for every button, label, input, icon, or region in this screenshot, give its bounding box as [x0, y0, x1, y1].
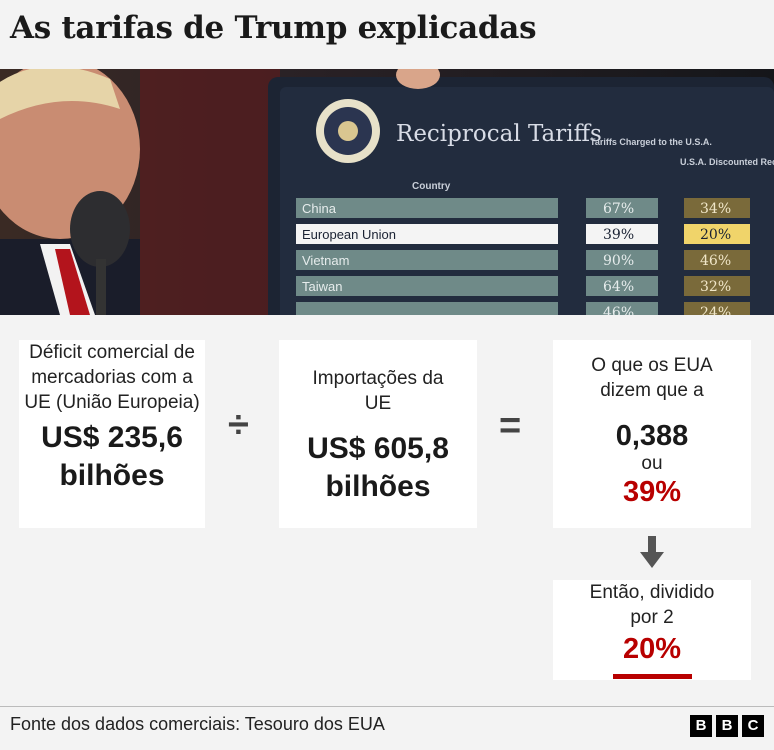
- us-claim-label: O que os EUA dizem que a: [591, 355, 713, 401]
- imports-value: US$ 605,8 bilhões: [307, 432, 449, 503]
- board-row-bar: [296, 302, 558, 315]
- imports-box: Importações da UE US$ 605,8 bilhões: [279, 340, 477, 528]
- board-discounted-value: 46%: [700, 253, 731, 269]
- board-row-bar: [296, 250, 558, 270]
- board-discounted-cell: [684, 224, 750, 244]
- arrow-down-icon: [640, 536, 664, 568]
- board-charged-value: 39%: [603, 227, 634, 243]
- board-charged-cell: [586, 250, 658, 270]
- halved-underline: [613, 674, 692, 679]
- us-claim-connector: ou: [641, 453, 663, 474]
- board-discounted-cell: [684, 198, 750, 218]
- halved-box: Então, dividido por 2 20%: [553, 580, 751, 680]
- board-row-country: Taiwan: [302, 279, 342, 294]
- trade-deficit-label: Déficit comercial de mercadorias com a U…: [24, 342, 200, 413]
- trade-deficit-box: Déficit comercial de mercadorias com a U…: [19, 340, 205, 528]
- page-title: As tarifas de Trump explicadas: [10, 10, 537, 46]
- board-charged-value: 46%: [603, 305, 634, 315]
- board-row-country: China: [302, 201, 337, 216]
- halved-label: Então, dividido por 2: [589, 582, 715, 628]
- board-row-country: European Union: [302, 227, 396, 242]
- board-charged-value: 67%: [603, 201, 634, 217]
- bbc-logo-letter: C: [742, 715, 764, 737]
- source-note: Fonte dos dados comerciais: Tesouro dos …: [10, 714, 385, 734]
- trump-tariff-board-photo: Reciprocal Tariffs Country Tariffs Charg…: [0, 69, 774, 315]
- board-discounted-value: 24%: [700, 305, 731, 315]
- equals-symbol: =: [499, 405, 522, 447]
- board-charged-value: 64%: [603, 279, 634, 295]
- board-charged-cell: [586, 302, 658, 315]
- board-discounted-cell: [684, 302, 750, 315]
- board-col-discounted: U.S.A. Discounted Reciprocal Tariffs: [680, 157, 774, 167]
- board-charged-cell: [586, 276, 658, 296]
- board-discounted-value: 32%: [700, 279, 731, 295]
- board-discounted-value: 20%: [700, 227, 731, 243]
- board-charged-cell: [586, 224, 658, 244]
- bbc-logo-letter: B: [690, 715, 712, 737]
- board-charged-value: 90%: [603, 253, 634, 269]
- bbc-logo-letter: B: [716, 715, 738, 737]
- us-claim-percent: 39%: [622, 476, 682, 508]
- divide-symbol: ÷: [228, 404, 249, 446]
- halved-percent: 20%: [622, 633, 682, 665]
- board-discounted-cell: [684, 250, 750, 270]
- trade-deficit-value: US$ 235,6 bilhões: [41, 421, 183, 492]
- board-row-bar: [296, 276, 558, 296]
- photo-illustration: Reciprocal Tariffs Country Tariffs Charg…: [0, 69, 774, 315]
- imports-label: Importações da UE: [312, 368, 444, 414]
- us-claim-ratio: 0,388: [615, 420, 689, 452]
- board-discounted-cell: [684, 276, 750, 296]
- footer-divider: [0, 706, 774, 707]
- board-charged-cell: [586, 198, 658, 218]
- board-row-country: Vietnam: [302, 253, 349, 268]
- board-row-bar: [296, 224, 558, 244]
- board-row-bar: [296, 198, 558, 218]
- board-col-country: Country: [412, 181, 451, 192]
- us-claim-box: O que os EUA dizem que a 0,388 ou 39%: [553, 340, 751, 528]
- board-discounted-value: 34%: [700, 201, 731, 217]
- board-title: Reciprocal Tariffs: [396, 121, 602, 147]
- board-col-charged: Tariffs Charged to the U.S.A.: [590, 137, 712, 147]
